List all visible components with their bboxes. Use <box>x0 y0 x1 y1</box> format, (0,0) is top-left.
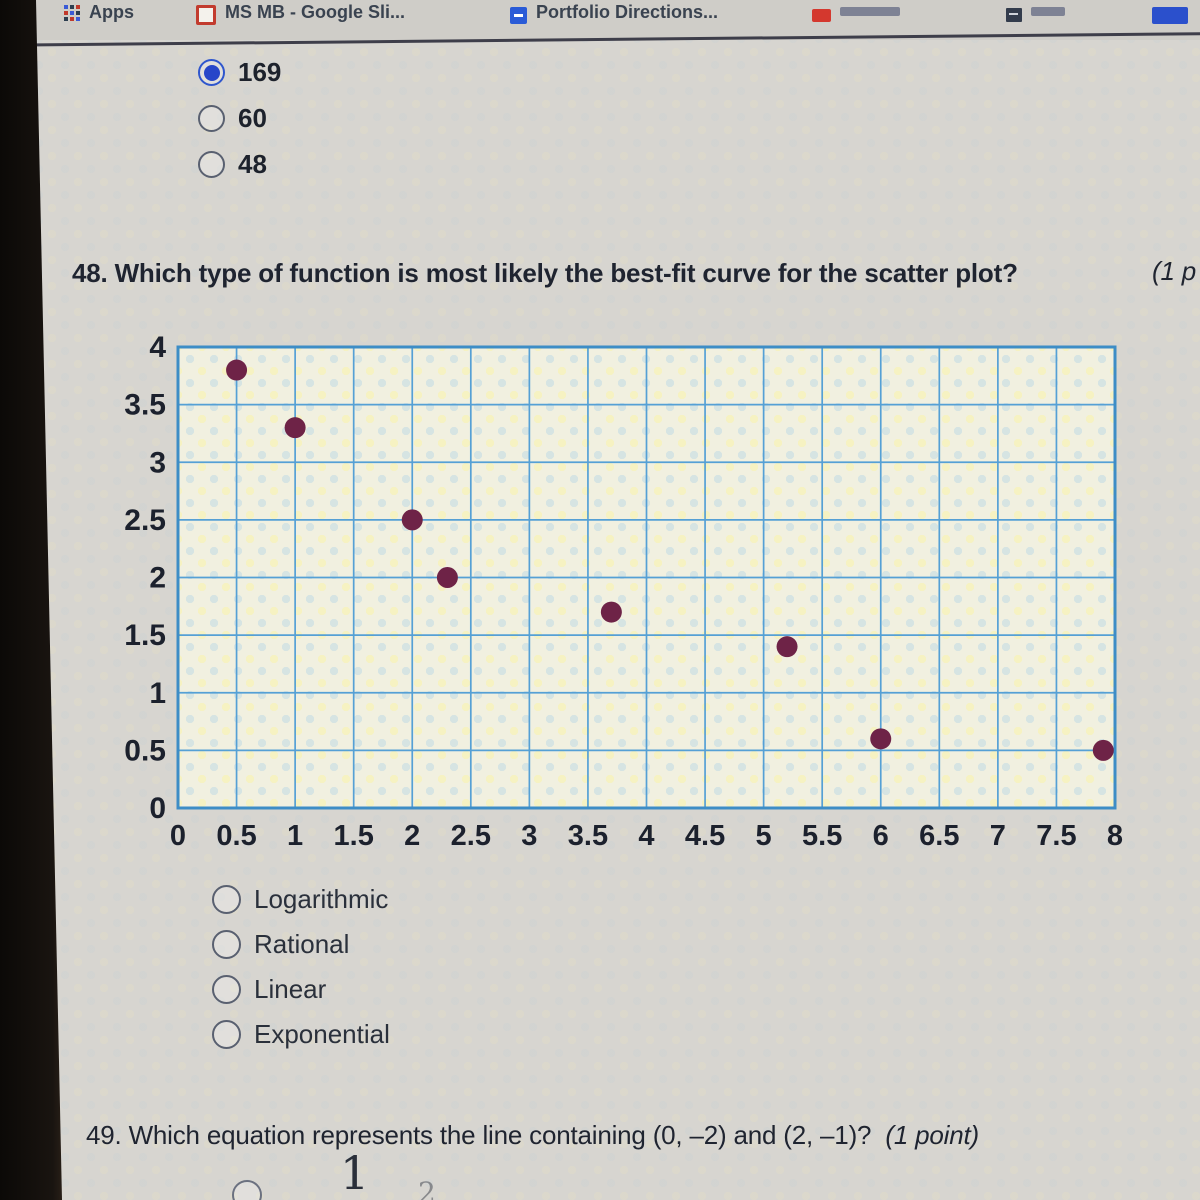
svg-text:3: 3 <box>521 820 537 852</box>
question-number: 49. <box>86 1120 122 1150</box>
radio-selected[interactable] <box>198 59 225 86</box>
option-exponential[interactable]: Exponential <box>212 1019 390 1050</box>
svg-text:3: 3 <box>149 446 166 479</box>
svg-text:5.5: 5.5 <box>802 820 842 852</box>
illegible-label <box>840 6 900 16</box>
bookmarks-bar: Apps MS MB - Google Sli... Portfolio Dir… <box>0 0 1200 40</box>
radio[interactable] <box>212 930 241 959</box>
dark-bookmark-icon <box>1006 8 1022 22</box>
option-label: 48 <box>238 149 267 179</box>
svg-text:7: 7 <box>990 820 1006 852</box>
svg-text:7.5: 7.5 <box>1036 820 1076 852</box>
option-logarithmic[interactable]: Logarithmic <box>212 884 390 915</box>
partial-faint-char: 2 <box>418 1176 436 1200</box>
svg-text:1: 1 <box>287 820 303 852</box>
option-label: Rational <box>254 929 350 959</box>
bookmark-label: Apps <box>89 1 134 22</box>
question-number: 48. <box>72 258 108 288</box>
svg-text:4.5: 4.5 <box>685 820 725 852</box>
option-label: Linear <box>254 974 327 1004</box>
bookmark-label: Portfolio Directions... <box>536 1 719 22</box>
svg-text:6: 6 <box>873 820 889 852</box>
question-body: Which type of function is most likely th… <box>114 258 1018 288</box>
radio[interactable] <box>198 151 225 178</box>
svg-text:0: 0 <box>149 792 166 825</box>
svg-text:3.5: 3.5 <box>568 820 608 852</box>
option-169[interactable]: 169 <box>198 57 281 88</box>
bookmark-dark[interactable] <box>1006 2 1065 28</box>
question-body: Which equation represents the line conta… <box>128 1120 872 1150</box>
option-linear[interactable]: Linear <box>212 974 390 1005</box>
svg-text:4: 4 <box>638 820 654 852</box>
svg-text:2: 2 <box>149 562 166 595</box>
bookmark-portfolio-directions[interactable]: Portfolio Directions... <box>510 2 718 28</box>
radio[interactable] <box>198 105 225 132</box>
option-60[interactable]: 60 <box>198 103 281 134</box>
svg-text:0.5: 0.5 <box>216 820 256 852</box>
question-points: (1 point) <box>885 1120 979 1150</box>
svg-text:1: 1 <box>149 677 166 710</box>
scatter-svg: 4 3.5 3 2.5 2 1.5 1 0.5 00 0.5 1 1.5 2 2.5 3 3.5 4 4.5 5 5.… <box>124 331 1123 852</box>
bookmark-red[interactable] <box>812 2 900 28</box>
red-bookmark-icon <box>812 8 831 22</box>
bookmark-google-slides[interactable]: MS MB - Google Sli... <box>196 2 405 28</box>
question-48-points: (1 p <box>1152 256 1197 286</box>
bookmark-apps[interactable]: Apps <box>64 2 134 28</box>
svg-text:2: 2 <box>404 820 420 852</box>
option-label: Logarithmic <box>254 884 389 914</box>
option-label: Exponential <box>254 1019 390 1049</box>
docs-icon <box>510 6 527 24</box>
question-48-options: Logarithmic Rational Linear Exponential <box>212 884 390 1050</box>
option-label: 60 <box>238 103 267 133</box>
partial-radio[interactable] <box>232 1180 262 1200</box>
svg-text:3.5: 3.5 <box>124 389 166 422</box>
radio[interactable] <box>212 1020 241 1049</box>
option-rational[interactable]: Rational <box>212 929 390 960</box>
slides-icon <box>196 5 216 25</box>
partial-fraction-numerator: 1 <box>340 1146 370 1200</box>
bookmark-label: MS MB - Google Sli... <box>225 1 405 22</box>
svg-text:2.5: 2.5 <box>124 504 166 537</box>
svg-text:4: 4 <box>149 331 166 364</box>
illegible-label <box>1031 6 1065 16</box>
option-48[interactable]: 48 <box>198 149 281 180</box>
question-48-text: 48. Which type of function is most likel… <box>72 258 1018 289</box>
option-label: 169 <box>238 57 282 87</box>
scatter-plot: 4 3.5 3 2.5 2 1.5 1 0.5 0 0 0.5 1 1.5 2 2.5 3 3.5 4 4.5 5 5.… <box>0 320 1200 870</box>
svg-text:0: 0 <box>170 820 186 852</box>
svg-text:5: 5 <box>756 820 772 852</box>
previous-question-options: 169 60 48 <box>198 57 281 180</box>
svg-text:8: 8 <box>1107 820 1123 852</box>
radio[interactable] <box>212 975 241 1004</box>
radio[interactable] <box>212 885 241 914</box>
svg-text:1.5: 1.5 <box>334 820 374 852</box>
svg-text:1.5: 1.5 <box>124 619 166 652</box>
svg-text:2.5: 2.5 <box>451 820 491 852</box>
svg-text:6.5: 6.5 <box>919 820 959 852</box>
svg-text:0.5: 0.5 <box>124 734 166 767</box>
bookmark-blue[interactable] <box>1152 2 1188 28</box>
blue-bookmark-icon <box>1152 6 1188 24</box>
question-49-text: 49. Which equation represents the line c… <box>86 1120 979 1151</box>
apps-grid-icon <box>64 4 80 26</box>
